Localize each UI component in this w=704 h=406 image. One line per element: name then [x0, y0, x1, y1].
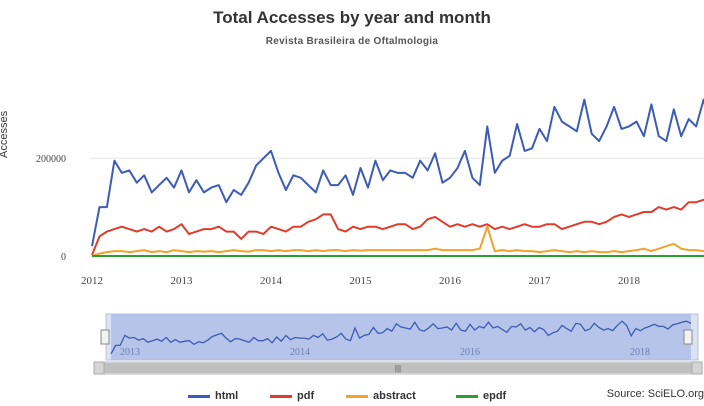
- series-line-pdf[interactable]: [91, 104, 704, 256]
- series-line-html[interactable]: [91, 95, 704, 247]
- legend-swatch-pdf: [270, 394, 292, 398]
- y-axis-ticks: 0 200000: [36, 154, 66, 263]
- legend-item-html[interactable]: html: [188, 390, 238, 402]
- navigator-left-handle[interactable]: [100, 329, 110, 345]
- navigator-tick-label: 2016: [460, 347, 480, 358]
- x-tick-label: 2018: [618, 275, 641, 287]
- chart-subtitle: Revista Brasileira de Oftalmologia: [265, 36, 439, 47]
- series-line-abstract[interactable]: [91, 225, 704, 257]
- range-navigator[interactable]: 2013 2014 2016 2018 |||: [93, 313, 703, 375]
- scroll-left-button[interactable]: [93, 361, 105, 375]
- legend-label-abstract: abstract: [373, 390, 416, 402]
- navigator-tick-label: 2013: [120, 347, 140, 358]
- legend-swatch-epdf: [456, 394, 478, 398]
- scrollbar-grip[interactable]: |||: [395, 364, 401, 373]
- x-tick-label: 2013: [171, 275, 194, 287]
- navigator-tick-label: 2014: [290, 347, 310, 358]
- x-tick-label: 2015: [350, 275, 373, 287]
- navigator-tick-label: 2018: [630, 347, 650, 358]
- x-tick-label: 2017: [529, 275, 552, 287]
- legend-item-pdf[interactable]: pdf: [270, 390, 314, 402]
- x-tick-label: 2014: [260, 275, 283, 287]
- legend-swatch-abstract: [346, 394, 368, 398]
- navigator-series-line: [110, 320, 692, 355]
- legend-item-abstract[interactable]: abstract: [346, 390, 416, 402]
- series-lines[interactable]: [91, 95, 704, 257]
- legend-item-epdf[interactable]: epdf: [456, 390, 506, 402]
- navigator-selection[interactable]: [111, 314, 691, 360]
- x-tick-label: 2012: [81, 275, 103, 287]
- legend-label-pdf: pdf: [297, 390, 315, 402]
- legend-swatch-html: [188, 394, 210, 398]
- navigator-right-handle[interactable]: [683, 329, 693, 345]
- x-axis-ticks: 2012 2013 2014 2015 2016 2017 2018: [81, 275, 641, 287]
- y-tick-label: 0: [61, 252, 66, 263]
- chart-title: Total Accesses by year and month: [213, 8, 491, 27]
- legend-label-epdf: epdf: [483, 390, 507, 402]
- source-credit[interactable]: Source: SciELO.org: [606, 388, 704, 400]
- scrollbar-thumb[interactable]: [104, 363, 692, 373]
- y-tick-label: 200000: [36, 154, 66, 165]
- legend-label-html: html: [215, 390, 239, 402]
- x-tick-label: 2016: [439, 275, 462, 287]
- scroll-right-button[interactable]: [691, 361, 703, 375]
- navigator-ticks: 2013 2014 2016 2018: [120, 347, 650, 358]
